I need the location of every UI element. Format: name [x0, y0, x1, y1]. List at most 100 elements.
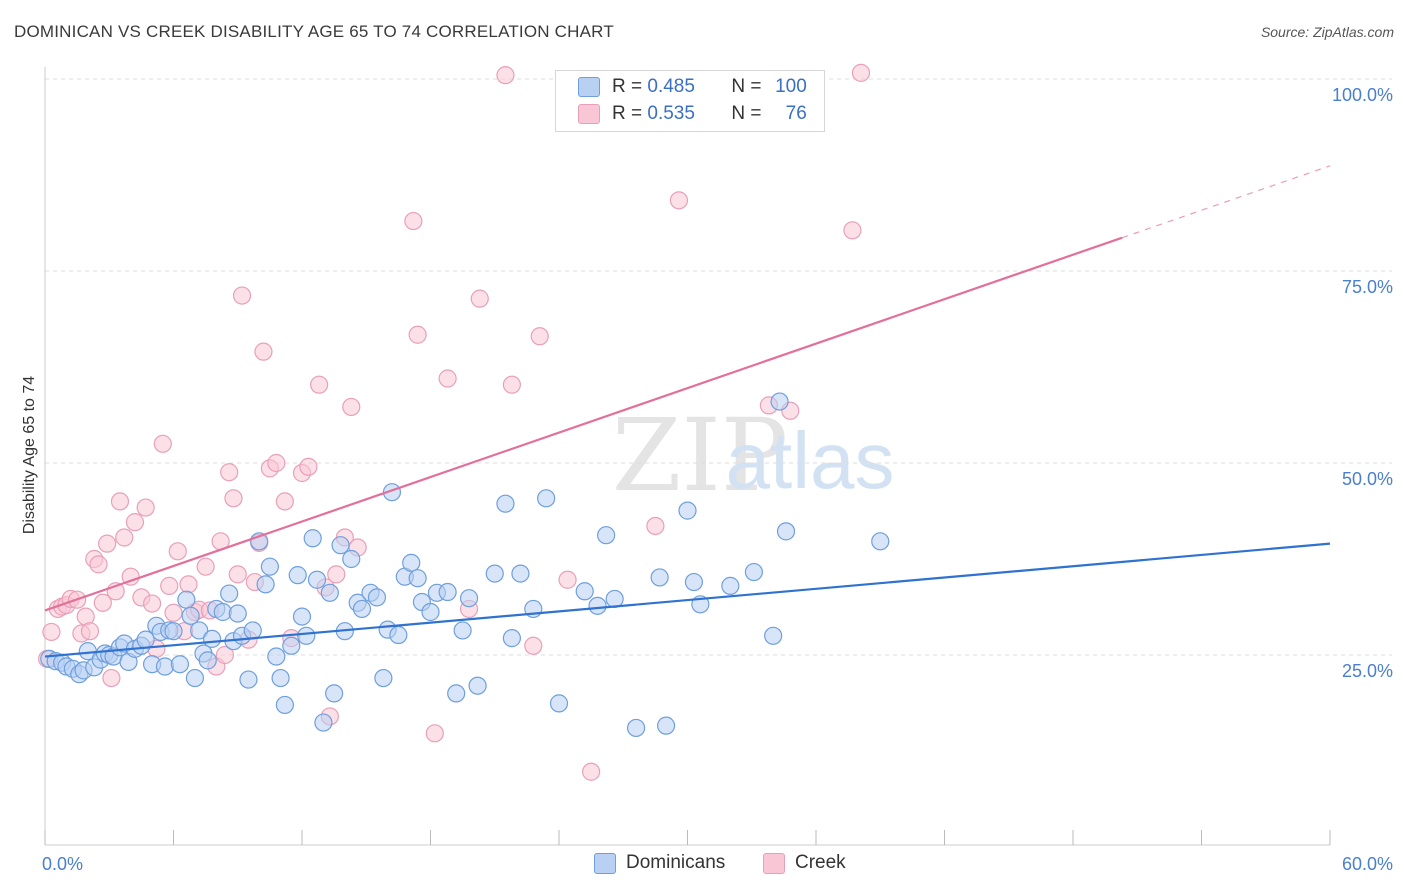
dominicans-point [352, 599, 372, 619]
legend-swatch-creek [578, 104, 600, 124]
dominicans-point [256, 575, 275, 594]
dominicans-point [202, 629, 222, 648]
legend-r-value: 0.485 [647, 76, 695, 97]
creek-point [93, 593, 112, 612]
dominicans-points [40, 392, 890, 738]
creek-point [153, 434, 172, 453]
gridlines [45, 78, 1392, 656]
creek-point [98, 534, 117, 553]
dominicans-point [220, 584, 239, 603]
dominicans-point [190, 621, 209, 640]
correlation-legend: R = 0.485 N = 100 R = 0.535 N = 76 [555, 70, 825, 132]
legend-n-label: N = [731, 103, 762, 124]
dominicans-point [260, 557, 279, 576]
dominicans-point [331, 536, 350, 555]
dominicans-point [871, 532, 890, 551]
dominicans-point [342, 549, 361, 569]
dominicans-point [575, 582, 594, 601]
creek-point [42, 622, 61, 642]
creek-point [530, 327, 549, 346]
dominicans-trend-line [44, 542, 1331, 658]
dominicans-point [485, 564, 504, 583]
creek-point [558, 570, 577, 589]
dominicans-point [626, 718, 646, 738]
creek-point [470, 289, 489, 308]
dominicans-point [320, 583, 339, 602]
dominicans-point [275, 695, 294, 715]
creek-point [524, 636, 543, 655]
dominicans-point [267, 647, 286, 666]
trend-lines [44, 165, 1331, 658]
dominicans-point [764, 626, 783, 645]
dominicans-point [549, 694, 569, 713]
creek-point [196, 557, 215, 576]
dominicans-point [314, 713, 333, 732]
dominicans-point [459, 589, 479, 608]
legend-row-dominicans: R = 0.485 N = 100 [578, 76, 807, 98]
dominicans-point [181, 606, 200, 625]
legend-label-dominicans: Dominicans [626, 852, 726, 873]
creek-point [669, 191, 689, 210]
dominicans-point [453, 621, 472, 640]
dominicans-point [228, 604, 247, 623]
dominicans-point [282, 636, 301, 655]
legend-swatch-dominicans [594, 852, 616, 874]
dominicans-point [170, 655, 190, 674]
dominicans-point [438, 582, 457, 602]
dominicans-point [198, 651, 217, 670]
legend-n-value: 100 [775, 76, 807, 97]
dominicans-point [243, 621, 262, 640]
creek-point [228, 565, 247, 584]
creek-trend-line [44, 236, 1123, 612]
dominicans-point [325, 684, 344, 703]
y-tick-label: 75.0% [1342, 277, 1393, 297]
source-label: Source: ZipAtlas.com [1260, 24, 1394, 40]
creek-point [310, 375, 329, 394]
y-tick-label: 100.0% [1332, 85, 1393, 105]
dominicans-point [374, 668, 393, 688]
creek-point [224, 489, 243, 508]
creek-point [502, 375, 521, 394]
dominicans-point [271, 668, 290, 688]
legend-item-dominicans[interactable]: Dominicans [594, 852, 725, 874]
x-tick-label-max: 60.0% [1342, 854, 1393, 874]
tick-labels: 25.0% 50.0% 75.0% 100.0% 0.0% 60.0% [42, 85, 1393, 874]
dominicans-point [389, 625, 408, 645]
creek-point [408, 325, 427, 344]
creek-point [254, 342, 273, 361]
dominicans-point [721, 576, 740, 595]
dominicans-point [496, 494, 515, 513]
dominicans-point [447, 684, 466, 703]
legend-r-label: R = [612, 76, 643, 97]
creek-point [275, 492, 294, 511]
creek-point [646, 516, 665, 536]
creek-point [102, 668, 121, 688]
dominicans-point [656, 716, 676, 735]
creek-point [267, 453, 286, 473]
dominicans-point [177, 590, 196, 609]
creek-point [438, 369, 457, 388]
dominicans-point [213, 602, 232, 622]
dominicans-point [684, 572, 704, 592]
x-tick-label-min: 0.0% [42, 854, 83, 874]
dominicans-point [776, 522, 796, 541]
dominicans-point [468, 676, 487, 695]
dominicans-point [303, 529, 322, 548]
dominicans-point [136, 630, 155, 649]
creek-point [125, 513, 145, 532]
legend-row-creek: R = 0.535 N = 76 [578, 103, 807, 125]
creek-point [582, 762, 601, 781]
axes [44, 67, 1331, 846]
legend-item-creek[interactable]: Creek [763, 852, 846, 874]
dominicans-point [678, 501, 697, 520]
dominicans-point [239, 670, 258, 689]
dominicans-point [502, 629, 521, 648]
dominicans-point [770, 392, 789, 411]
creek-point [179, 575, 198, 594]
creek-point [168, 542, 187, 561]
legend-r-label: R = [612, 103, 643, 124]
dominicans-point [511, 564, 530, 583]
dominicans-point [155, 657, 175, 676]
creek-point [404, 211, 423, 231]
